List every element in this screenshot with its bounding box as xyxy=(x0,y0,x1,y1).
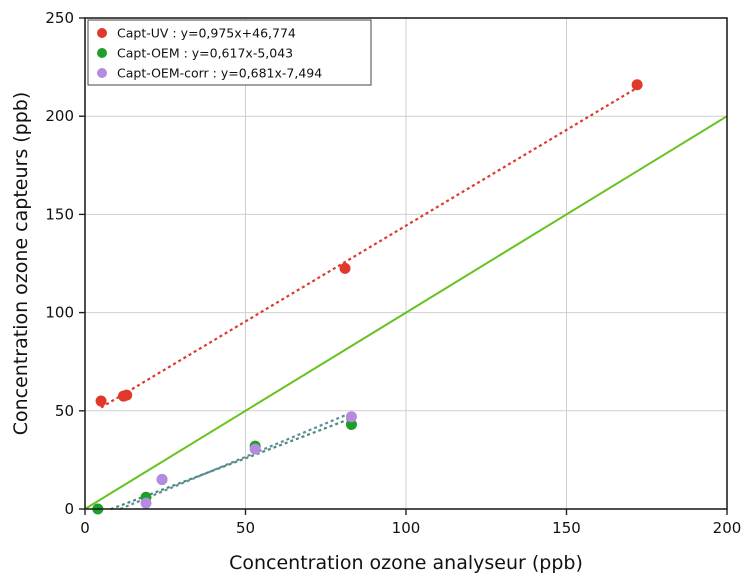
y-tick-label: 50 xyxy=(55,402,74,420)
legend-marker-capt-uv xyxy=(97,28,107,38)
x-tick-label: 50 xyxy=(236,519,255,537)
y-tick-label: 200 xyxy=(45,107,74,125)
data-point-capt-oem-corr xyxy=(345,411,357,423)
data-point-capt-uv xyxy=(339,262,351,274)
y-axis-title: Concentration ozone capteurs (ppb) xyxy=(10,92,32,436)
legend-item-capt-uv: Capt-UV : y=0,975x+46,774 xyxy=(97,26,296,41)
plot-area xyxy=(84,79,728,515)
legend-item-capt-oem: Capt-OEM : y=0,617x-5,043 xyxy=(97,46,293,61)
fit-line-capt-oem xyxy=(110,417,352,511)
y-tick-label: 100 xyxy=(45,304,74,322)
legend-label-capt-uv: Capt-UV : y=0,975x+46,774 xyxy=(117,26,296,41)
legend-box xyxy=(87,19,372,86)
y-tick-label: 150 xyxy=(45,205,74,223)
data-point-capt-uv xyxy=(121,389,133,401)
legend-label-capt-oem-corr: Capt-OEM-corr : y=0,681x-7,494 xyxy=(117,66,322,81)
x-tick-label: 200 xyxy=(713,519,742,537)
fit-line-capt-uv xyxy=(100,86,638,409)
axis-ticks: 0 50 100 150 200 0 50 100 150 200 250 xyxy=(45,9,741,537)
data-point-capt-uv xyxy=(631,79,643,91)
data-point-capt-uv xyxy=(95,395,107,407)
data-point-capt-oem-corr xyxy=(140,497,152,509)
x-axis-title: Concentration ozone analyseur (ppb) xyxy=(229,552,583,574)
legend-item-capt-oem-corr: Capt-OEM-corr : y=0,681x-7,494 xyxy=(97,66,322,81)
legend: Capt-UV : y=0,975x+46,774 Capt-OEM : y=0… xyxy=(87,19,372,86)
data-point-capt-oem-corr xyxy=(156,474,168,486)
y-tick-label: 0 xyxy=(64,500,74,518)
x-tick-label: 0 xyxy=(80,519,90,537)
x-tick-label: 100 xyxy=(392,519,421,537)
y-tick-label: 250 xyxy=(45,9,74,27)
legend-label-capt-oem: Capt-OEM : y=0,617x-5,043 xyxy=(117,46,293,61)
data-point-capt-oem xyxy=(345,419,357,431)
legend-marker-capt-oem xyxy=(97,48,107,58)
data-point-capt-oem-corr xyxy=(249,443,261,455)
x-tick-label: 150 xyxy=(552,519,581,537)
reference-line xyxy=(84,115,728,510)
legend-marker-capt-oem-corr xyxy=(97,68,107,78)
